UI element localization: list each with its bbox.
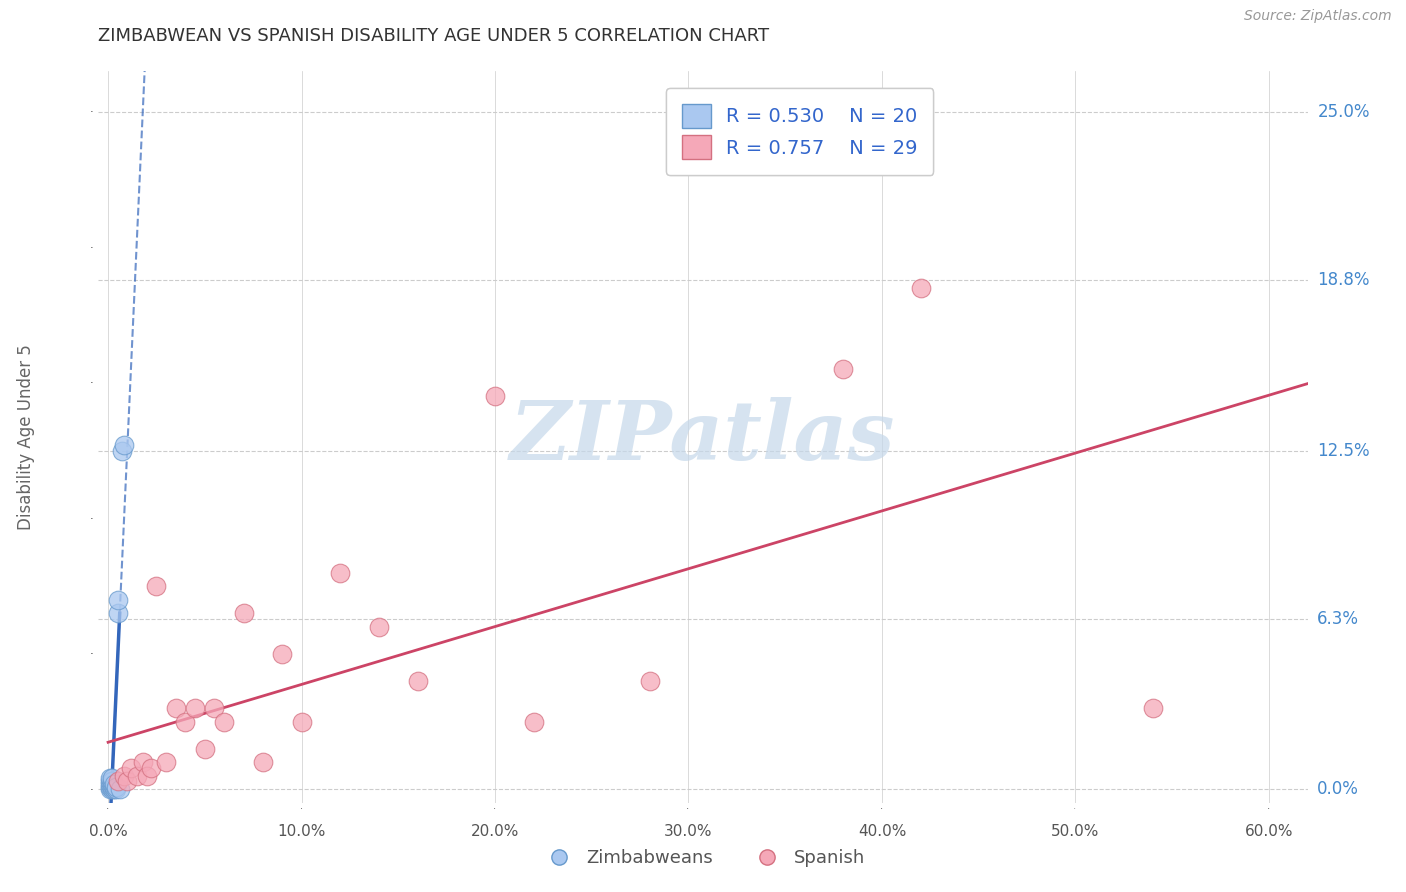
Point [98, 777, 121, 791]
Text: ZIMBABWEAN VS SPANISH DISABILITY AGE UNDER 5 CORRELATION CHART: ZIMBABWEAN VS SPANISH DISABILITY AGE UND… [98, 27, 769, 45]
Text: ZIPatlas: ZIPatlas [510, 397, 896, 477]
Text: 30.0%: 30.0% [664, 824, 713, 839]
Text: 6.3%: 6.3% [1317, 609, 1360, 628]
Point [112, 769, 135, 783]
Point [98, 782, 121, 797]
Point [112, 438, 135, 452]
Point [368, 620, 391, 634]
Point [101, 774, 124, 789]
Point [117, 774, 139, 789]
Point [484, 389, 506, 403]
Point [155, 755, 177, 769]
Point [252, 755, 274, 769]
Text: 18.8%: 18.8% [1317, 271, 1369, 289]
Point [174, 714, 197, 729]
Point [135, 769, 157, 783]
Point [111, 443, 134, 458]
Point [98, 774, 121, 789]
Text: 25.0%: 25.0% [1317, 103, 1369, 121]
Text: Disability Age Under 5: Disability Age Under 5 [17, 344, 35, 530]
Point [101, 780, 124, 794]
Point [832, 362, 855, 376]
Point [101, 782, 124, 797]
Text: 10.0%: 10.0% [277, 824, 326, 839]
Point [107, 774, 129, 789]
Text: 0.0%: 0.0% [1317, 780, 1360, 798]
Point [98, 780, 121, 794]
Point [103, 782, 125, 797]
Legend: Zimbabweans, Spanish: Zimbabweans, Spanish [534, 842, 872, 874]
Point [1142, 701, 1164, 715]
Point [108, 782, 131, 797]
Text: 12.5%: 12.5% [1317, 442, 1369, 459]
Point [638, 673, 661, 688]
Point [132, 755, 155, 769]
Text: 0.0%: 0.0% [89, 824, 128, 839]
Point [139, 761, 162, 775]
Point [165, 701, 187, 715]
Point [101, 772, 124, 786]
Point [204, 701, 226, 715]
Text: 20.0%: 20.0% [471, 824, 519, 839]
Point [103, 780, 125, 794]
Text: Source: ZipAtlas.com: Source: ZipAtlas.com [1244, 9, 1392, 23]
Text: 60.0%: 60.0% [1244, 824, 1294, 839]
Point [910, 281, 932, 295]
Point [290, 714, 312, 729]
Point [104, 782, 127, 797]
Point [523, 714, 546, 729]
Point [101, 777, 124, 791]
Point [406, 673, 429, 688]
Point [145, 579, 167, 593]
Point [104, 780, 127, 794]
Point [194, 741, 217, 756]
Point [212, 714, 235, 729]
Point [184, 701, 207, 715]
Point [120, 761, 142, 775]
Point [103, 777, 125, 791]
Point [107, 606, 129, 620]
Point [98, 772, 121, 786]
Point [127, 769, 149, 783]
Legend: R = 0.530    N = 20, R = 0.757    N = 29: R = 0.530 N = 20, R = 0.757 N = 29 [666, 88, 934, 175]
Text: 40.0%: 40.0% [858, 824, 905, 839]
Text: 50.0%: 50.0% [1052, 824, 1099, 839]
Point [271, 647, 294, 661]
Point [329, 566, 352, 580]
Point [107, 592, 129, 607]
Point [232, 606, 254, 620]
